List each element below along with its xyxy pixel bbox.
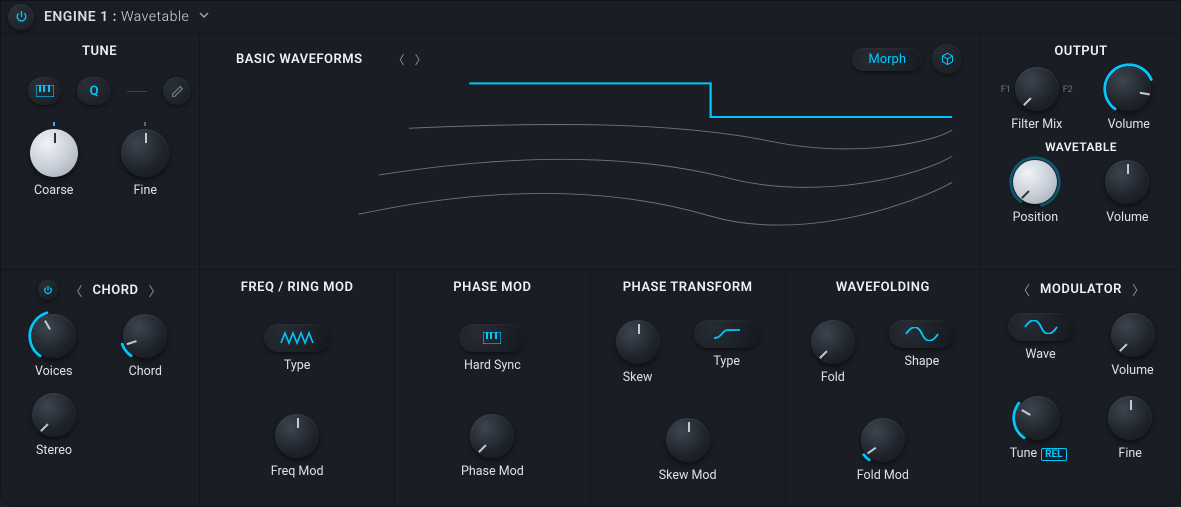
engine-type-chevron-icon[interactable] bbox=[199, 10, 209, 23]
fine-label: Fine bbox=[134, 183, 157, 198]
phase-mod-label: Phase Mod bbox=[461, 464, 524, 479]
output-panel: OUTPUT F1 F2 Filter Mix Volume WAVETABLE bbox=[981, 34, 1181, 269]
skew-label: Skew bbox=[623, 370, 653, 385]
chord-panel: 〈 CHORD 〉 Voices Chord bbox=[0, 270, 200, 507]
waveform-next-icon[interactable]: 〉 bbox=[415, 51, 427, 68]
phase-mod-knob[interactable]: Phase Mod bbox=[461, 414, 524, 479]
coarse-label: Coarse bbox=[34, 183, 73, 198]
position-label: Position bbox=[1013, 210, 1059, 225]
f1-label: F1 bbox=[1001, 85, 1011, 95]
wavetable-volume-knob[interactable]: Volume bbox=[1105, 160, 1149, 225]
skew-knob[interactable]: Skew bbox=[616, 320, 660, 385]
modulator-wave-button[interactable] bbox=[1008, 313, 1074, 341]
position-knob[interactable]: Position bbox=[1013, 160, 1059, 225]
modulator-next-icon[interactable]: 〉 bbox=[1132, 280, 1145, 299]
row-lower: 〈 CHORD 〉 Voices Chord bbox=[0, 270, 1181, 507]
modulator-title: MODULATOR bbox=[1040, 282, 1122, 297]
engine-power-button[interactable] bbox=[8, 4, 34, 30]
waveform-panel: BASIC WAVEFORMS 〈 〉 Morph bbox=[200, 34, 981, 269]
chord-next-icon[interactable]: 〉 bbox=[148, 281, 161, 300]
phase-transform-panel: PHASE TRANSFORM Skew Type Skew Mod bbox=[591, 270, 786, 507]
modulator-fine-label: Fine bbox=[1118, 446, 1141, 461]
fold-shape-button[interactable] bbox=[889, 320, 955, 348]
modulator-fine-knob[interactable]: Fine bbox=[1108, 396, 1152, 461]
fold-knob[interactable]: Fold bbox=[811, 320, 855, 385]
chord-prev-icon[interactable]: 〈 bbox=[70, 281, 83, 300]
quantize-label: Q bbox=[90, 84, 99, 99]
tune-mode-icons: Q bbox=[28, 77, 191, 105]
skew-mod-label: Skew Mod bbox=[659, 468, 717, 483]
freq-ring-panel: FREQ / RING MOD Type Freq Mod bbox=[200, 270, 395, 507]
waveform-nav: 〈 〉 bbox=[393, 51, 427, 68]
chord-power-button[interactable] bbox=[38, 280, 58, 300]
chord-type-label: Chord bbox=[129, 364, 162, 379]
coarse-knob[interactable]: Coarse bbox=[30, 129, 78, 198]
hard-sync-label: Hard Sync bbox=[464, 358, 521, 373]
freq-type-button[interactable] bbox=[264, 324, 330, 352]
tune-divider bbox=[127, 91, 147, 92]
phase-transform-title: PHASE TRANSFORM bbox=[599, 280, 777, 295]
modulator-wave-label: Wave bbox=[1025, 347, 1055, 362]
transform-type-button[interactable] bbox=[694, 320, 760, 348]
filter-mix-knob[interactable]: F1 F2 Filter Mix bbox=[1011, 67, 1062, 132]
quantize-button[interactable]: Q bbox=[77, 77, 110, 105]
freq-ring-title: FREQ / RING MOD bbox=[208, 280, 386, 295]
modulator-volume-knob[interactable]: Volume bbox=[1111, 313, 1155, 378]
chord-type-knob[interactable]: Chord bbox=[123, 314, 167, 379]
transform-type-label: Type bbox=[713, 354, 740, 369]
modulator-tune-knob[interactable]: TuneREL bbox=[1010, 396, 1067, 461]
output-volume-knob[interactable]: Volume bbox=[1107, 67, 1151, 132]
filter-mix-label: Filter Mix bbox=[1011, 117, 1062, 132]
tune-panel: TUNE Q Coarse Fine bbox=[0, 34, 200, 269]
freq-type-label: Type bbox=[284, 358, 311, 373]
keyboard-track-icon[interactable] bbox=[28, 77, 61, 105]
phase-mod-title: PHASE MOD bbox=[403, 280, 581, 295]
wavefolding-title: WAVEFOLDING bbox=[794, 280, 972, 295]
modulator-tune-label: TuneREL bbox=[1010, 446, 1067, 461]
output-volume-label: Volume bbox=[1108, 117, 1150, 132]
f2-label: F2 bbox=[1063, 85, 1073, 95]
modulator-panel: 〈 MODULATOR 〉 Wave Volume bbox=[981, 270, 1181, 507]
rel-badge[interactable]: REL bbox=[1041, 448, 1066, 461]
phase-mod-panel: PHASE MOD Hard Sync Phase Mod bbox=[395, 270, 590, 507]
wavetable-volume-label: Volume bbox=[1106, 210, 1148, 225]
modulator-volume-label: Volume bbox=[1111, 363, 1153, 378]
freq-mod-label: Freq Mod bbox=[271, 464, 324, 479]
waveform-title: BASIC WAVEFORMS bbox=[236, 52, 363, 67]
waveform-display[interactable] bbox=[208, 74, 972, 261]
wavefolding-panel: WAVEFOLDING Fold Shape F bbox=[786, 270, 981, 507]
fold-mod-knob[interactable]: Fold Mod bbox=[857, 418, 909, 483]
waveform-prev-icon[interactable]: 〈 bbox=[393, 51, 405, 68]
view-3d-icon[interactable] bbox=[932, 44, 962, 74]
engine-label-prefix: ENGINE 1 : bbox=[44, 9, 117, 25]
stereo-label: Stereo bbox=[36, 443, 72, 458]
hard-sync-button[interactable] bbox=[459, 324, 525, 352]
freq-mod-knob[interactable]: Freq Mod bbox=[271, 414, 324, 479]
pencil-icon[interactable] bbox=[163, 77, 191, 105]
tune-title: TUNE bbox=[8, 44, 191, 59]
voices-knob[interactable]: Voices bbox=[32, 314, 76, 379]
voices-label: Voices bbox=[35, 364, 72, 379]
chord-title: CHORD bbox=[93, 283, 139, 298]
morph-button[interactable]: Morph bbox=[852, 48, 922, 71]
stereo-knob[interactable]: Stereo bbox=[32, 393, 76, 458]
fold-mod-label: Fold Mod bbox=[857, 468, 909, 483]
fold-label: Fold bbox=[821, 370, 845, 385]
fine-knob[interactable]: Fine bbox=[121, 129, 169, 198]
engine-type-select[interactable]: Wavetable bbox=[121, 9, 189, 25]
skew-mod-knob[interactable]: Skew Mod bbox=[659, 418, 717, 483]
row-upper: TUNE Q Coarse Fine bbox=[0, 34, 1181, 270]
modulator-prev-icon[interactable]: 〈 bbox=[1017, 280, 1030, 299]
output-title: OUTPUT bbox=[989, 44, 1173, 59]
fold-shape-label: Shape bbox=[905, 354, 940, 369]
topbar: ENGINE 1 : Wavetable bbox=[0, 0, 1181, 34]
wavetable-subtitle: WAVETABLE bbox=[989, 140, 1173, 154]
